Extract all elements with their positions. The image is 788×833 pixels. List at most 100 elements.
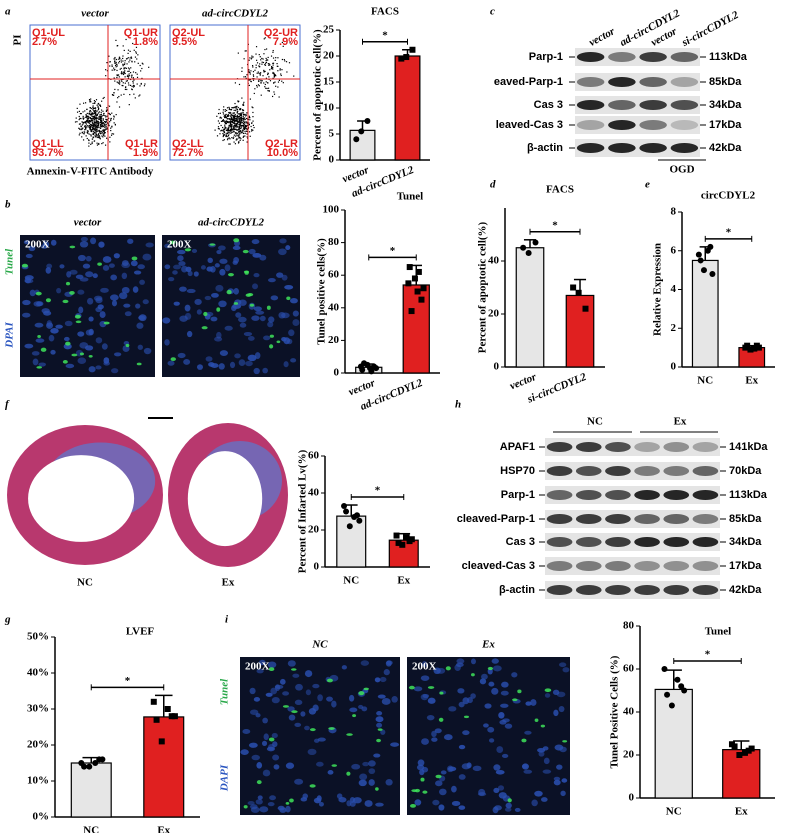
event-dot: [127, 49, 130, 51]
event-dot: [264, 64, 267, 66]
event-dot: [223, 106, 225, 108]
blot-band: [692, 561, 719, 571]
chart-title: Tunel: [705, 626, 732, 638]
event-dot: [90, 143, 92, 145]
event-dot: [236, 134, 238, 136]
event-dot: [120, 94, 122, 96]
event-dot: [93, 111, 95, 113]
event-dot: [103, 96, 105, 99]
event-dot: [268, 64, 270, 66]
data-point: [364, 118, 371, 124]
event-dot: [95, 135, 97, 138]
event-dot: [127, 75, 129, 78]
event-dot: [248, 124, 250, 126]
blot-size: 17kDa: [709, 119, 742, 131]
event-dot: [97, 106, 99, 108]
event-dot: [268, 63, 270, 65]
nucleus: [287, 660, 296, 667]
event-dot: [230, 112, 232, 114]
data-point: [582, 305, 589, 312]
y-tick-label: 60: [623, 663, 635, 675]
event-dot: [229, 112, 231, 114]
panel-letter: h: [455, 399, 461, 411]
data-point: [403, 54, 410, 61]
y-tick-label: 20%: [27, 739, 49, 751]
image-title: NC: [311, 639, 328, 651]
blot-band: [639, 100, 667, 110]
event-dot: [248, 71, 250, 73]
event-dot: [88, 115, 90, 117]
event-dot: [272, 64, 274, 66]
event-dot: [123, 93, 125, 95]
event-dot: [136, 73, 138, 75]
event-dot: [260, 72, 262, 74]
event-dot: [86, 130, 89, 132]
event-dot: [78, 115, 80, 118]
event-dot: [96, 104, 98, 106]
event-dot: [242, 108, 244, 111]
event-dot: [244, 118, 246, 121]
nucleus: [247, 801, 255, 806]
nucleus: [59, 264, 65, 269]
event-dot: [106, 62, 108, 64]
panel-letter: d: [490, 179, 496, 191]
event-dot: [102, 142, 104, 144]
nucleus: [232, 245, 241, 251]
nucleus: [304, 670, 313, 678]
event-dot: [250, 70, 252, 72]
event-dot: [273, 75, 275, 77]
data-point: [520, 244, 527, 251]
event-dot: [293, 75, 295, 77]
event-dot: [97, 123, 99, 125]
event-dot: [261, 80, 263, 82]
event-dot: [94, 109, 97, 111]
event-dot: [248, 131, 251, 133]
event-dot: [229, 129, 231, 131]
nucleus: [362, 761, 370, 767]
event-dot: [248, 122, 250, 124]
tunel-cell: [37, 335, 41, 339]
event-dot: [241, 118, 243, 120]
event-dot: [132, 80, 134, 83]
event-dot: [114, 88, 116, 91]
blot-strip: [575, 48, 700, 66]
event-dot: [109, 61, 111, 63]
event-dot: [100, 119, 103, 121]
event-dot: [85, 123, 88, 125]
blot-band: [576, 52, 605, 62]
lane-label: vector: [587, 25, 618, 49]
nucleus: [422, 693, 430, 699]
event-dot: [248, 69, 250, 71]
nucleus: [504, 723, 513, 729]
event-dot: [102, 136, 104, 138]
event-dot: [242, 131, 244, 133]
event-dot: [235, 123, 237, 125]
nucleus: [200, 265, 206, 270]
event-dot: [252, 124, 255, 126]
event-dot: [105, 125, 107, 128]
event-dot: [98, 118, 100, 120]
event-dot: [109, 65, 111, 67]
event-dot: [226, 139, 229, 141]
event-dot: [280, 74, 282, 77]
tunel-cell: [435, 774, 442, 779]
event-dot: [234, 128, 236, 130]
event-dot: [229, 128, 232, 131]
event-dot: [115, 39, 117, 41]
tunel-cell: [377, 728, 383, 731]
nucleus: [470, 658, 476, 665]
event-dot: [98, 126, 100, 128]
tunel-cell: [266, 305, 271, 310]
event-dot: [104, 115, 106, 117]
event-dot: [233, 126, 235, 128]
event-dot: [242, 135, 245, 137]
event-dot: [127, 82, 130, 84]
nucleus: [276, 272, 284, 278]
blot-band: [663, 490, 690, 500]
event-dot: [124, 86, 127, 89]
nucleus: [358, 779, 367, 787]
event-dot: [265, 81, 267, 83]
event-dot: [92, 120, 94, 122]
blot-band: [576, 143, 605, 153]
